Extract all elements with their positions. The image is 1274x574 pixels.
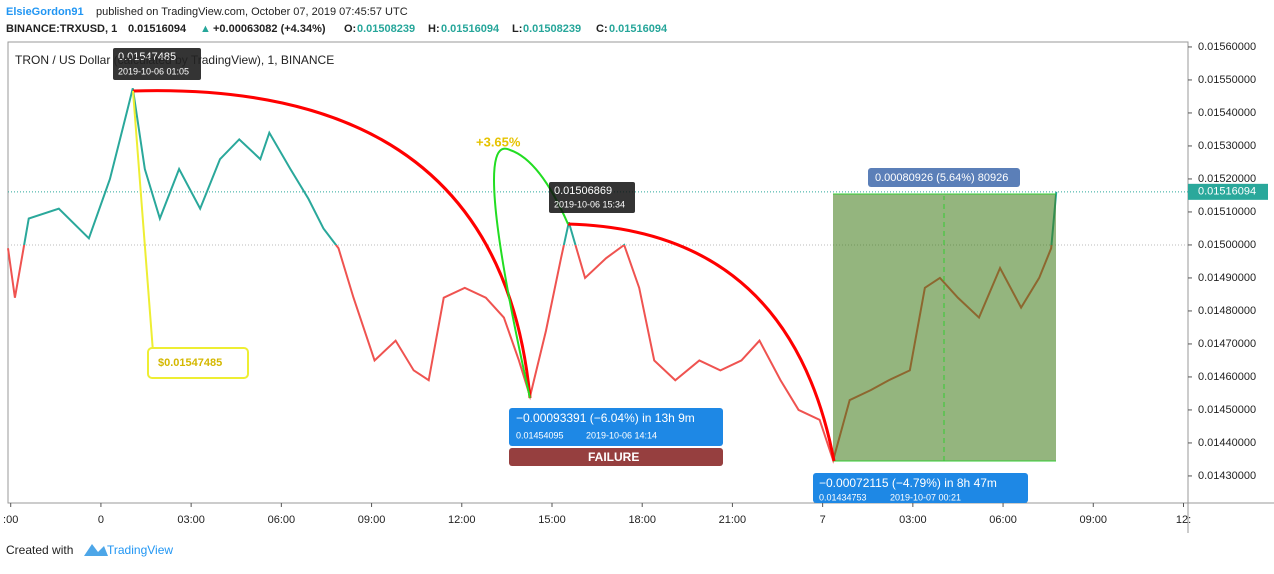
tooltip — [113, 48, 201, 80]
footer-brand[interactable]: TradingView — [107, 543, 173, 557]
last-price-label: 0.01516094 — [1198, 186, 1256, 198]
y-tick-label: 0.01430000 — [1198, 470, 1256, 482]
x-tick-label: 7 — [820, 514, 826, 526]
arrow: ▲ — [200, 23, 211, 35]
tooltip-time: 2019-10-06 15:34 — [554, 199, 625, 209]
x-tick-label: 18:00 — [628, 514, 656, 526]
x-tick-label: :00 — [3, 514, 18, 526]
y-tick-label: 0.01440000 — [1198, 437, 1256, 449]
l: 0.01508239 — [523, 23, 581, 35]
x-tick-label: 12:00 — [448, 514, 476, 526]
y-tick-label: 0.01500000 — [1198, 239, 1256, 251]
legend: TRON / US Dollar (calculated by TradingV… — [15, 53, 334, 67]
tooltip-time: 2019-10-06 01:05 — [118, 66, 189, 76]
y-tick-label: 0.01510000 — [1198, 206, 1256, 218]
measure-text: −0.00072115 (−4.79%) in 8h 47m — [819, 476, 997, 490]
h-label: H: — [428, 23, 440, 35]
failure-text: FAILURE — [588, 450, 639, 464]
arc — [132, 89, 532, 399]
measure-time: 2019-10-06 14:14 — [586, 430, 657, 440]
y-tick-label: 0.01450000 — [1198, 404, 1256, 416]
measure-text: −0.00093391 (−6.04%) in 13h 9m — [516, 411, 695, 425]
x-tick-label: 06:00 — [268, 514, 296, 526]
y-tick-label: 0.01540000 — [1198, 107, 1256, 119]
tooltip-price: 0.01506869 — [554, 185, 612, 197]
y-tick-label: 0.01530000 — [1198, 140, 1256, 152]
y-tick-label: 0.01480000 — [1198, 305, 1256, 317]
price: 0.01516094 — [128, 23, 187, 35]
x-tick-label: 03:00 — [177, 514, 205, 526]
y-tick-label: 0.01460000 — [1198, 371, 1256, 383]
y-tick-label: 0.01550000 — [1198, 74, 1256, 86]
y-tick-label: 0.01490000 — [1198, 272, 1256, 284]
tooltip-price: 0.01547485 — [118, 51, 176, 63]
published: published on TradingView.com, October 07… — [96, 6, 408, 18]
o-label: O: — [344, 23, 356, 35]
x-tick-label: 12: — [1176, 514, 1191, 526]
c-label: C: — [596, 23, 608, 35]
last-price-box — [1188, 183, 1268, 200]
measure-label — [868, 168, 1020, 187]
measure-text: 0.00080926 (5.64%) 80926 — [875, 172, 1008, 184]
y-tick-label: 0.01470000 — [1198, 338, 1256, 350]
x-tick-label: 03:00 — [899, 514, 927, 526]
o: 0.01508239 — [357, 23, 415, 35]
measure-label — [509, 408, 723, 446]
arc — [567, 222, 836, 462]
symbol: BINANCE:TRXUSD, 1 — [6, 23, 117, 35]
x-tick-label: 09:00 — [1080, 514, 1108, 526]
x-tick-label: 15:00 — [538, 514, 566, 526]
callout-text: $0.01547485 — [158, 357, 222, 369]
measure-price: 0.01434753 — [819, 492, 867, 502]
change: +0.00063082 (+4.34%) — [213, 23, 326, 35]
failure-badge — [509, 448, 723, 466]
x-tick-label: 09:00 — [358, 514, 386, 526]
callout — [147, 347, 249, 379]
y-tick-label: 0.01560000 — [1198, 41, 1256, 53]
x-tick-label: 21:00 — [719, 514, 747, 526]
logo — [84, 544, 108, 556]
measure-price: 0.01454095 — [516, 430, 564, 440]
author[interactable]: ElsieGordon91 — [6, 6, 84, 18]
measure-time: 2019-10-07 00:21 — [890, 492, 961, 502]
measure-label — [813, 473, 1028, 503]
callout-line — [493, 147, 569, 399]
h: 0.01516094 — [441, 23, 500, 35]
x-tick-label: 0 — [98, 514, 104, 526]
y-tick-label: 0.01520000 — [1198, 173, 1256, 185]
footer-text: Created with — [6, 543, 73, 557]
c: 0.01516094 — [609, 23, 668, 35]
measure-box — [833, 194, 1056, 461]
bounce-label: +3.65% — [476, 134, 521, 149]
tooltip — [549, 182, 635, 213]
x-tick-label: 06:00 — [989, 514, 1017, 526]
l-label: L: — [512, 23, 522, 35]
